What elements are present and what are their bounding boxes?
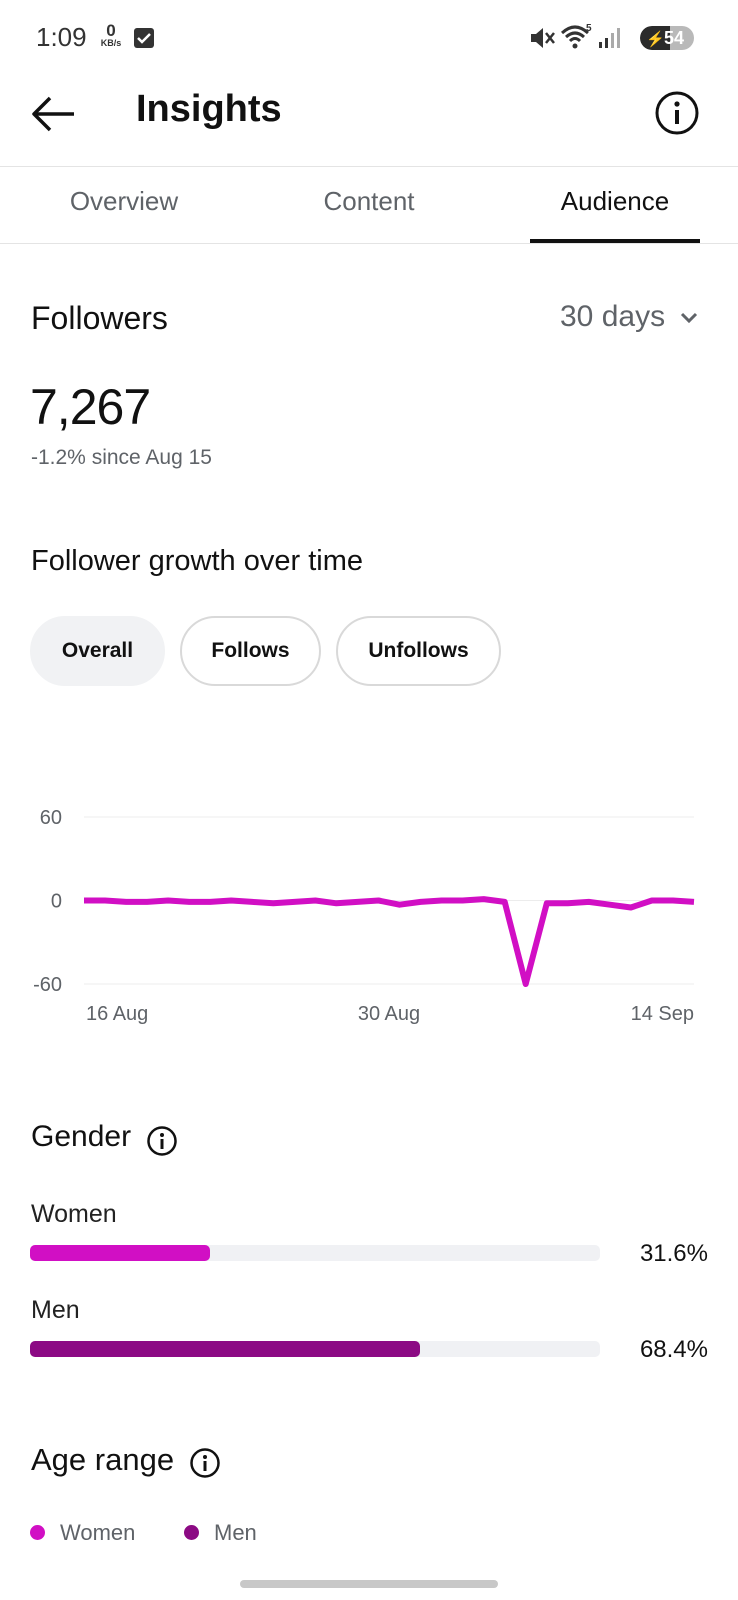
y-tick-label: 60 (40, 807, 62, 829)
header-divider (0, 166, 738, 167)
chevron-down-icon (681, 313, 698, 324)
series-line (84, 896, 695, 987)
charging-icon: ⚡ (646, 31, 665, 48)
mute-icon (531, 28, 555, 48)
status-time: 1:09 (36, 22, 87, 52)
active-tab-indicator (530, 239, 700, 243)
network-speed: 0 KB/s (96, 22, 126, 48)
tab-overview[interactable]: Overview (69, 186, 179, 216)
growth-heading: Follower growth over time (31, 545, 363, 577)
battery-fill (640, 26, 670, 50)
y-tick-label: 0 (51, 891, 62, 913)
x-tick-label: 30 Aug (358, 1003, 420, 1025)
legend-men-label: Men (214, 1520, 257, 1545)
x-tick-label: 14 Sep (631, 1003, 694, 1025)
gender-info-icon[interactable] (146, 1125, 178, 1157)
tab-content[interactable]: Content (323, 186, 415, 216)
follower-change: -1.2% since Aug 15 (31, 446, 212, 469)
date-range-dropdown[interactable]: 30 days (560, 300, 699, 334)
x-tick-label: 16 Aug (86, 1003, 148, 1025)
network-speed-unit: KB/s (100, 38, 122, 48)
gender-men-bar-fill (30, 1341, 420, 1357)
chip-unfollows[interactable]: Unfollows (336, 616, 501, 686)
home-indicator[interactable] (240, 1580, 498, 1588)
legend-women-label: Women (60, 1520, 136, 1545)
age-range-heading: Age range (31, 1442, 175, 1477)
age-info-icon[interactable] (189, 1447, 221, 1479)
battery-level: 54 (664, 28, 685, 48)
gender-heading: Gender (31, 1120, 132, 1153)
network-speed-value: 0 (106, 21, 116, 40)
follower-growth-chart: 60 0 -60 16 Aug 30 Aug 14 Sep (33, 807, 695, 1025)
legend-men-dot (184, 1525, 199, 1540)
followers-heading: Followers (31, 300, 168, 336)
tab-audience[interactable]: Audience (560, 186, 670, 216)
date-range-label: 30 days (560, 300, 666, 333)
wifi-icon: 5 (560, 23, 592, 49)
legend-women-dot (30, 1525, 45, 1540)
battery-indicator: ⚡ 54 (640, 26, 694, 50)
checkbox-notification-icon (134, 28, 154, 48)
gender-women-bar-fill (30, 1245, 211, 1261)
y-tick-label: -60 (33, 974, 62, 996)
info-icon[interactable] (654, 90, 700, 136)
chip-follows[interactable]: Follows (180, 616, 321, 686)
follower-count: 7,267 (30, 379, 151, 435)
chip-overall[interactable]: Overall (30, 616, 165, 686)
gender-women-percent: 31.6% (639, 1240, 708, 1267)
gender-men-bar (30, 1341, 600, 1357)
svg-text:5: 5 (586, 23, 592, 34)
gender-women-bar (30, 1245, 600, 1261)
gender-women-label: Women (31, 1200, 117, 1228)
cellular-signal-icon (599, 28, 620, 48)
tabs-divider (0, 243, 738, 244)
back-arrow-icon[interactable] (30, 92, 78, 136)
gender-men-label: Men (31, 1296, 80, 1324)
page-title: Insights (136, 88, 282, 130)
gender-men-percent: 68.4% (639, 1336, 708, 1363)
